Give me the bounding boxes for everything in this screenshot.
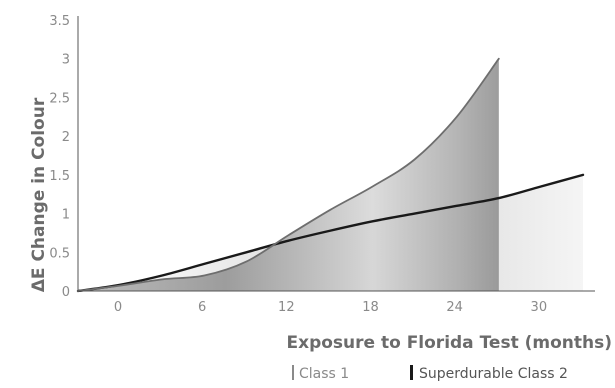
y-tick-label: 1 xyxy=(62,208,70,223)
line-series-1 xyxy=(76,173,585,293)
legend-class1-marker xyxy=(292,365,294,380)
area-series-0 xyxy=(78,58,499,292)
x-tick-label: 24 xyxy=(446,300,463,315)
legend-class1-label: Class 1 xyxy=(299,366,349,382)
legend-class2-marker xyxy=(410,365,413,380)
x-tick-label: 18 xyxy=(362,300,379,315)
legend: Class 1 Superdurable Class 2 xyxy=(292,365,568,382)
x-tick-label: 12 xyxy=(278,300,295,315)
x-tick-label: 6 xyxy=(198,300,206,315)
legend-class2-label: Superdurable Class 2 xyxy=(419,366,568,382)
y-tick-label: 1.5 xyxy=(49,169,70,184)
y-axis-title: ΔE Change in Colour xyxy=(29,97,49,292)
x-tick-label: 0 xyxy=(114,300,122,315)
y-tick-label: 0 xyxy=(62,285,70,300)
y-tick-label: 2.5 xyxy=(49,91,70,106)
x-axis-title: Exposure to Florida Test (months) xyxy=(286,333,612,353)
line-series-0 xyxy=(77,57,500,292)
y-tick-label: 3 xyxy=(62,53,70,68)
y-tick-label: 3.5 xyxy=(49,14,70,29)
y-tick-label: 2 xyxy=(62,130,70,145)
y-tick-label: 0.5 xyxy=(49,246,70,261)
x-tick-label: 30 xyxy=(531,300,548,315)
